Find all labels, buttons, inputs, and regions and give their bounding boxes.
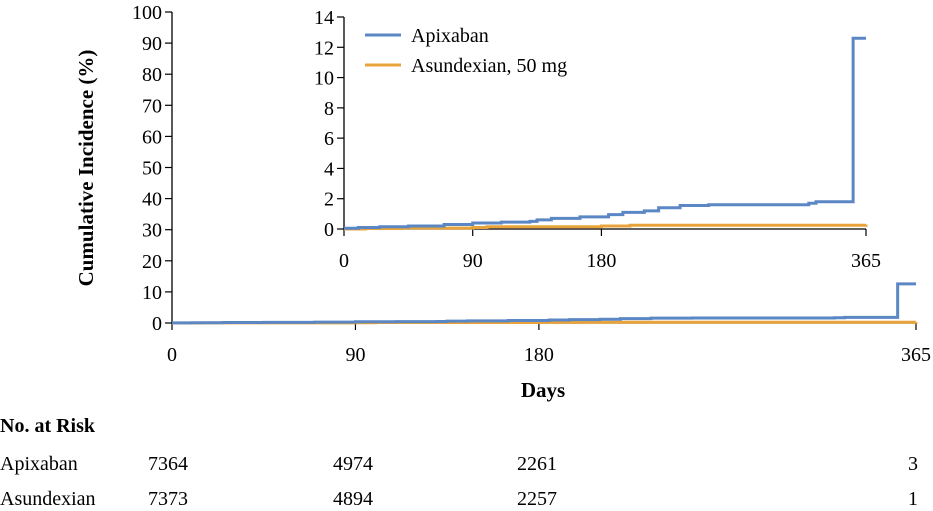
risk-table-title: No. at Risk bbox=[0, 415, 96, 437]
main-y-tick-label: 80 bbox=[142, 64, 162, 86]
inset-y-tick-label: 8 bbox=[324, 98, 334, 120]
inset-y-tick-label: 2 bbox=[324, 189, 334, 211]
inset-y-tick-label: 0 bbox=[324, 219, 334, 241]
risk-table: No. at Risk Apixaban 7364 4974 2261 3 Asundex… bbox=[0, 415, 918, 510]
main-x-tick-label: 90 bbox=[345, 344, 365, 366]
risk-value: 4894 bbox=[333, 488, 373, 510]
inset-y-tick-label: 4 bbox=[324, 158, 334, 180]
risk-value: 4974 bbox=[333, 453, 373, 475]
legend-label: Asundexian, 50 mg bbox=[411, 55, 567, 77]
main-y-tick-label: 0 bbox=[152, 313, 162, 335]
inset-x-tick-label: 90 bbox=[463, 250, 483, 272]
inset-series-line-apixaban bbox=[344, 36, 866, 230]
legend-label: Apixaban bbox=[411, 25, 489, 47]
main-x-tick-label: 365 bbox=[901, 344, 931, 366]
main-x-tick-label: 0 bbox=[167, 344, 177, 366]
y-axis-title: Cumulative Incidence (%) bbox=[74, 50, 98, 287]
main-y-tick-label: 10 bbox=[142, 282, 162, 304]
main-y-tick-label: 60 bbox=[142, 126, 162, 148]
main-y-tick-label: 40 bbox=[142, 189, 162, 211]
main-y-tick-label: 90 bbox=[142, 33, 162, 55]
inset-plot: 0 2 4 6 8 10 12 14 0 90 180 365 Apixaban Asundexian, … bbox=[312, 6, 892, 278]
main-y-tick-label: 30 bbox=[142, 220, 162, 242]
inset-y-tick-label: 14 bbox=[314, 7, 334, 29]
risk-value: 2257 bbox=[517, 488, 557, 510]
main-y-tick-label: 20 bbox=[142, 251, 162, 273]
risk-value: 2261 bbox=[517, 453, 557, 475]
inset-y-tick-label: 10 bbox=[314, 68, 334, 90]
risk-value: 1 bbox=[908, 488, 918, 510]
risk-value: 3 bbox=[908, 453, 918, 475]
main-series-line-apixaban bbox=[172, 282, 916, 325]
main-y-tick-label: 50 bbox=[142, 158, 162, 180]
inset-background bbox=[312, 6, 892, 278]
inset-y-tick-label: 12 bbox=[314, 37, 334, 59]
inset-x-tick-label: 0 bbox=[339, 250, 349, 272]
main-y-tick-label: 70 bbox=[142, 95, 162, 117]
risk-row-label: Asundexian bbox=[0, 488, 96, 510]
inset-y-tick-label: 6 bbox=[324, 128, 334, 150]
x-axis-title: Days bbox=[521, 378, 565, 402]
inset-legend: Apixaban Asundexian, 50 mg bbox=[365, 25, 567, 77]
main-y-tick-label: 100 bbox=[132, 2, 162, 24]
risk-value: 7373 bbox=[148, 488, 188, 510]
inset-x-tick-label: 365 bbox=[851, 250, 881, 272]
main-x-tick-label: 180 bbox=[524, 344, 554, 366]
risk-row-label: Apixaban bbox=[0, 453, 78, 475]
risk-value: 7364 bbox=[148, 453, 188, 475]
inset-x-tick-label: 180 bbox=[586, 250, 616, 272]
